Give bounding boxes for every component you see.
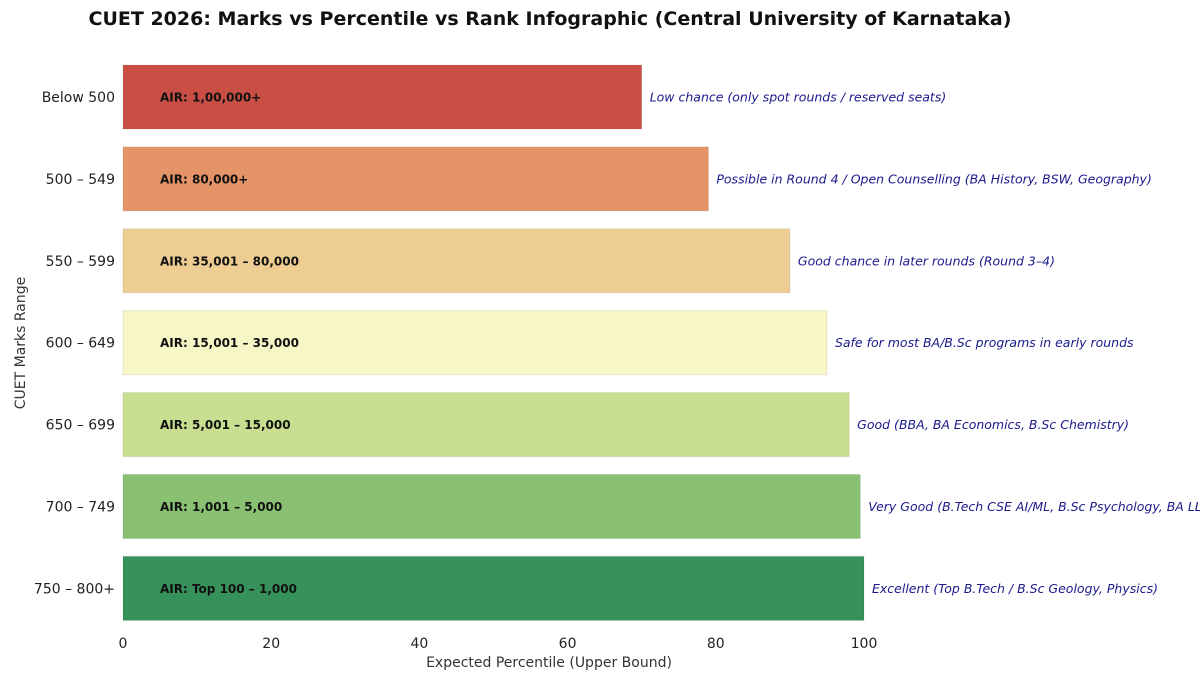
bar-1: [122, 64, 643, 130]
x-tick-label-20: 20: [262, 636, 280, 652]
y-tick-label-2: 500 – 549: [46, 172, 115, 188]
chart-title: CUET 2026: Marks vs Percentile vs Rank I…: [88, 8, 1012, 30]
y-tick-label-1: Below 500: [42, 90, 115, 106]
y-tick-labels: Below 500 500 – 549 550 – 599 600 – 649 650 …: [34, 90, 115, 597]
bar-5: [122, 392, 850, 458]
y-tick-label-3: 550 – 599: [46, 254, 115, 270]
air-label-5: AIR: 5,001 – 15,000: [160, 418, 291, 432]
bar-6: [122, 474, 861, 539]
x-tick-label-40: 40: [410, 636, 428, 652]
annotation-5: Good (BBA, BA Economics, B.Sc Chemistry): [857, 417, 1129, 432]
air-label-3: AIR: 35,001 – 80,000: [160, 254, 299, 268]
y-tick-label-7: 750 – 800+: [34, 581, 115, 597]
bar-4: [122, 310, 828, 376]
air-label-1: AIR: 1,00,000+: [160, 91, 261, 105]
y-tick-label-5: 650 – 699: [46, 418, 115, 434]
bar-2: [122, 146, 709, 212]
x-tick-label-100: 100: [851, 636, 878, 652]
x-axis-label: Expected Percentile (Upper Bound): [426, 655, 672, 671]
bars-layer: AIR: 1,00,000+ Low chance (only spot roun…: [122, 64, 1200, 621]
annotation-6: Very Good (B.Tech CSE AI/ML, B.Sc Psycho…: [868, 499, 1200, 514]
x-tick-label-0: 0: [119, 636, 128, 652]
x-tick-label-80: 80: [707, 636, 725, 652]
x-tick-label-60: 60: [559, 636, 577, 652]
air-label-6: AIR: 1,001 – 5,000: [160, 500, 282, 514]
annotation-1: Low chance (only spot rounds / reserved …: [650, 90, 947, 105]
y-tick-label-4: 600 – 649: [46, 336, 115, 352]
annotation-2: Possible in Round 4 / Open Counselling (…: [716, 171, 1151, 186]
air-label-4: AIR: 15,001 – 35,000: [160, 336, 299, 350]
y-tick-label-6: 700 – 749: [46, 500, 115, 516]
annotation-7: Excellent (Top B.Tech / B.Sc Geology, Ph…: [872, 581, 1158, 596]
air-label-7: AIR: Top 100 – 1,000: [160, 582, 297, 596]
air-label-2: AIR: 80,000+: [160, 172, 248, 186]
annotation-3: Good chance in later rounds (Round 3–4): [798, 253, 1055, 268]
x-tick-labels: 0 20 40 60 80 100: [119, 636, 878, 652]
y-axis-label: CUET Marks Range: [13, 277, 29, 410]
bar-3: [122, 228, 791, 294]
bar-7: [122, 555, 865, 621]
annotation-4: Safe for most BA/B.Sc programs in early …: [835, 335, 1134, 350]
